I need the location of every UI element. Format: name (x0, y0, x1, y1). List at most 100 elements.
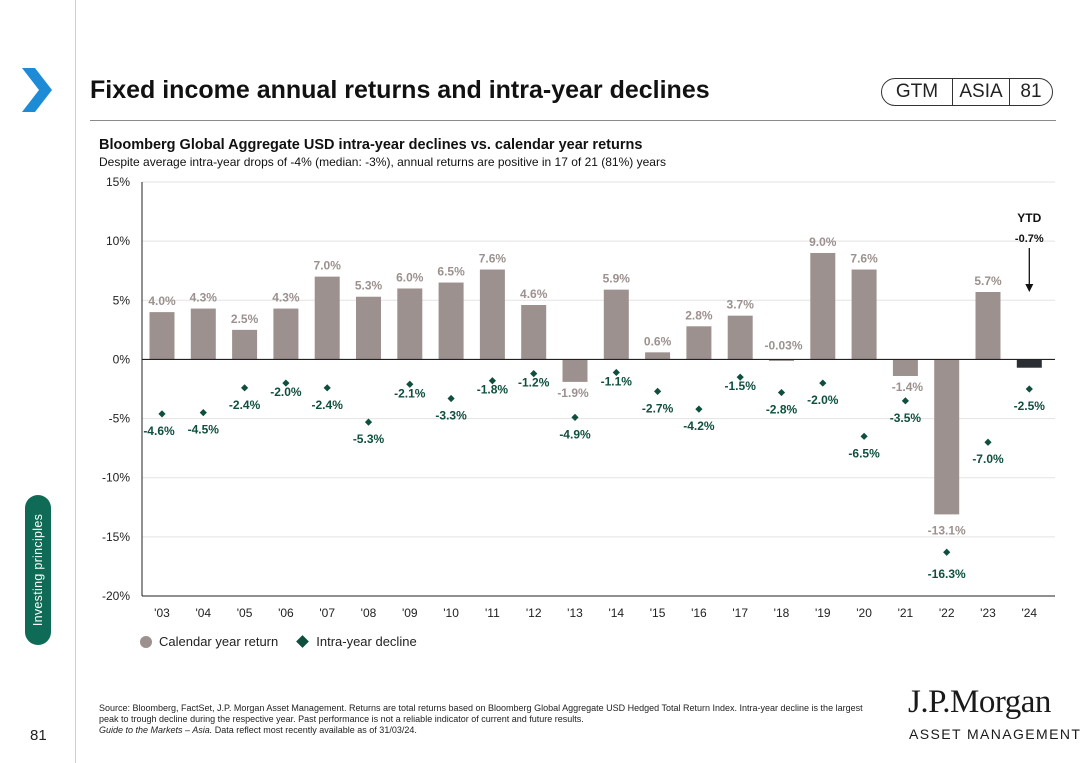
bar-label: -1.4% (892, 380, 924, 394)
x-tick-label: '05 (237, 606, 253, 620)
bar-label: 3.7% (727, 298, 755, 312)
decline-marker (447, 394, 455, 403)
decline-label: -1.2% (518, 376, 550, 390)
bar-04 (190, 308, 216, 360)
bar-03 (149, 312, 175, 360)
bar-label: 7.0% (314, 259, 342, 273)
decline-marker (901, 397, 909, 405)
x-tick-label: '09 (402, 606, 418, 620)
decline-label: -2.4% (312, 398, 344, 412)
bar-11 (479, 269, 505, 360)
bar-14 (603, 289, 629, 360)
bar-label: 2.5% (231, 312, 259, 326)
decline-label: -2.7% (642, 401, 674, 415)
decline-marker (654, 387, 662, 395)
chart-subtitle: Despite average intra-year drops of -4% … (99, 155, 666, 169)
bar-12 (521, 305, 547, 360)
bar-label: -13.1% (928, 523, 966, 537)
x-tick-label: '12 (526, 606, 542, 620)
bar-07 (314, 276, 340, 360)
y-tick-label: 15% (106, 175, 130, 189)
bar-21 (892, 359, 918, 376)
gtm-badge: GTM ASIA 81 (881, 78, 1053, 106)
bar-23 (975, 292, 1001, 360)
title-rule (90, 120, 1056, 121)
decline-marker (819, 379, 827, 387)
bar-label: 4.0% (148, 294, 176, 308)
source-guide: Guide to the Markets – Asia. (99, 725, 213, 735)
bar-09 (397, 288, 423, 360)
bar-06 (273, 308, 299, 360)
decline-label: -6.5% (848, 446, 880, 460)
x-tick-label: '14 (608, 606, 624, 620)
decline-marker (364, 418, 373, 426)
decline-marker (984, 438, 992, 446)
decline-label: -3.3% (435, 408, 467, 422)
decline-marker (199, 409, 207, 417)
decline-label: -2.5% (1014, 399, 1046, 413)
ytd-arrow-head (1025, 284, 1034, 292)
left-divider (75, 0, 76, 763)
bar-label: 6.0% (396, 270, 424, 284)
chevron-right-icon (22, 68, 52, 112)
y-tick-label: 10% (106, 234, 130, 248)
decline-label: -4.2% (683, 419, 715, 433)
x-tick-label: '16 (691, 606, 707, 620)
legend-marker-label: Intra-year decline (316, 634, 417, 649)
source-note: Source: Bloomberg, FactSet, J.P. Morgan … (99, 703, 869, 736)
ytd-value: -0.7% (1015, 233, 1044, 245)
section-tab[interactable]: Investing principles (25, 495, 51, 645)
decline-marker (241, 384, 249, 392)
bar-18 (769, 359, 794, 361)
page-number: 81 (30, 727, 47, 744)
bar-label: 5.7% (974, 274, 1002, 288)
bar-label: -1.9% (557, 386, 589, 400)
decline-label: -2.1% (394, 386, 426, 400)
decline-label: -2.8% (766, 403, 798, 417)
legend-bar-swatch (140, 635, 152, 648)
y-tick-label: -15% (102, 530, 130, 544)
decline-marker (612, 368, 620, 377)
bar-label: 5.9% (603, 272, 631, 286)
x-tick-label: '15 (650, 606, 666, 620)
badge-page: 81 (1020, 81, 1042, 102)
source-date: Data reflect most recently available as … (212, 725, 417, 735)
badge-region: ASIA (953, 79, 1010, 105)
ytd-label: YTD (1017, 211, 1041, 225)
x-tick-label: '08 (361, 606, 377, 620)
badge-gtm: GTM (882, 79, 953, 105)
bar-05 (232, 329, 258, 360)
x-tick-label: '23 (980, 606, 996, 620)
y-tick-label: -20% (102, 589, 130, 603)
chart-title: Bloomberg Global Aggregate USD intra-yea… (99, 137, 643, 153)
bar-16 (686, 326, 712, 360)
page-title: Fixed income annual returns and intra-ye… (90, 76, 710, 104)
decline-marker (695, 405, 703, 413)
bar-08 (356, 296, 381, 360)
bar-17 (727, 315, 753, 360)
bar-24 (1016, 359, 1042, 368)
decline-label: -1.5% (725, 379, 757, 393)
x-tick-label: '13 (567, 606, 583, 620)
decline-label: -1.8% (477, 383, 509, 397)
bar-label: 9.0% (809, 235, 837, 249)
x-tick-label: '07 (319, 606, 335, 620)
bar-label: 4.3% (190, 291, 218, 305)
decline-marker (488, 377, 496, 385)
decline-label: -16.3% (928, 567, 966, 581)
x-tick-label: '20 (856, 606, 872, 620)
decline-label: -1.1% (601, 374, 633, 388)
x-tick-label: '19 (815, 606, 831, 620)
decline-marker (860, 432, 868, 440)
bar-label: 4.6% (520, 287, 548, 301)
bar-label: 7.6% (850, 252, 878, 266)
x-tick-label: '17 (732, 606, 748, 620)
bar-10 (438, 282, 464, 360)
decline-label: -7.0% (972, 452, 1004, 466)
bar-22 (934, 359, 960, 515)
decline-label: -4.9% (559, 427, 591, 441)
bar-20 (851, 269, 877, 360)
decline-marker (406, 380, 414, 388)
decline-marker (158, 410, 166, 418)
